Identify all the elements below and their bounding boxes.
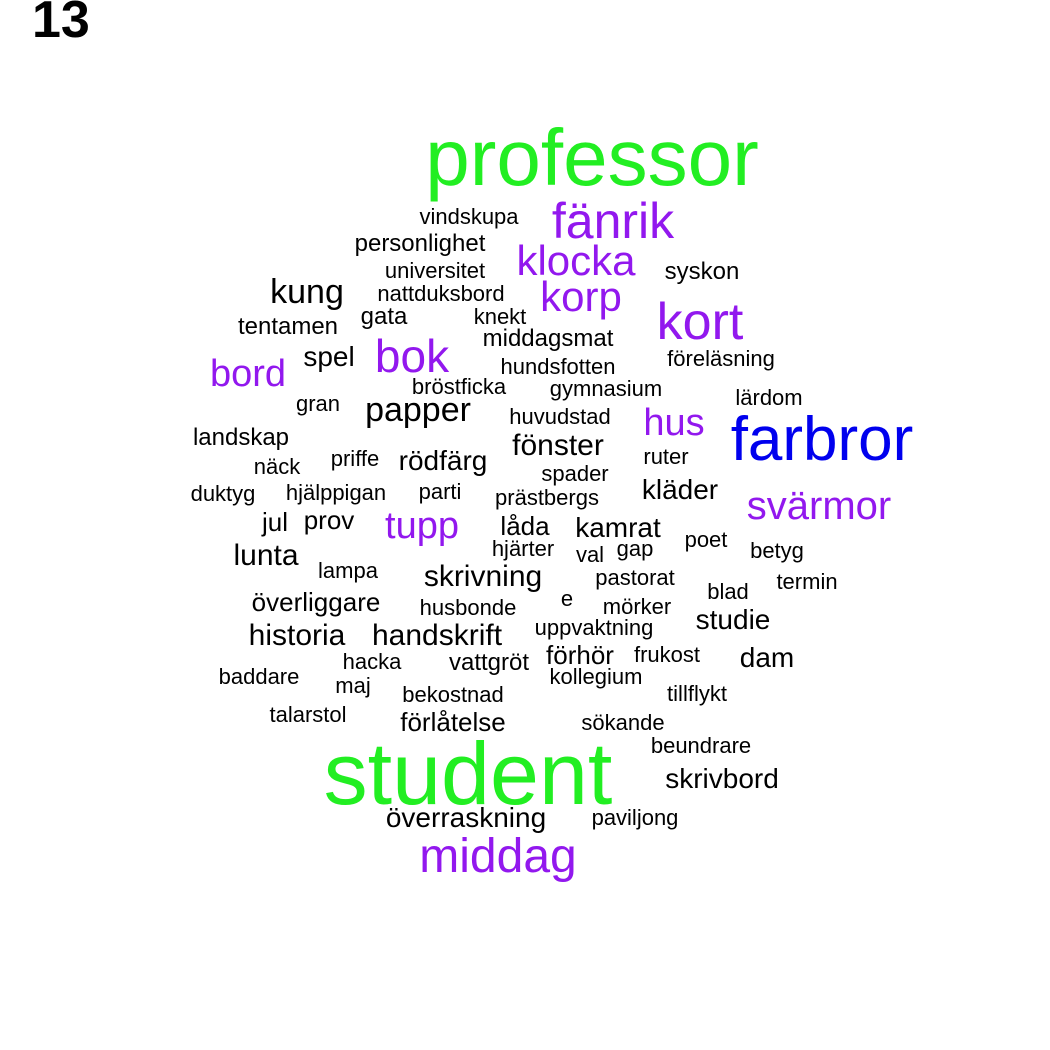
word-regular: hundsfotten	[500, 354, 616, 379]
word-purple: tupp	[385, 505, 459, 547]
word-regular: sökande	[581, 710, 665, 735]
word-regular: e	[560, 586, 574, 611]
word-regular: fönster	[512, 429, 604, 462]
word-regular: uppvaktning	[534, 615, 654, 640]
word-regular: historia	[248, 619, 346, 652]
word-regular: vindskupa	[419, 204, 519, 229]
word-purple: bord	[209, 353, 287, 395]
word-regular: paviljong	[591, 805, 679, 830]
word-regular: nattduksbord	[377, 281, 505, 306]
word-regular: hacka	[342, 649, 402, 674]
word-purple: svärmor	[746, 484, 892, 528]
word-regular: universitet	[384, 258, 486, 283]
word-regular: syskon	[664, 258, 740, 285]
word-regular: skrivbord	[665, 763, 779, 794]
word-purple: kort	[656, 293, 744, 351]
word-regular: förhör	[546, 640, 614, 670]
word-regular: gata	[360, 303, 408, 330]
word-regular: bekostnad	[402, 682, 504, 707]
word-regular: föreläsning	[667, 346, 775, 371]
word-regular: jul	[261, 507, 289, 537]
word-regular: hjälppigan	[285, 480, 387, 505]
word-regular: rödfärg	[398, 445, 488, 476]
panel-label: 13	[32, 0, 90, 49]
word-regular: frukost	[633, 642, 701, 667]
word-regular: pastorat	[595, 565, 675, 590]
word-regular: handskrift	[371, 619, 503, 652]
word-green: professor	[425, 113, 759, 202]
word-regular: lampa	[318, 558, 378, 583]
word-regular: vattgröt	[448, 649, 530, 676]
word-regular: baddare	[218, 664, 300, 689]
word-regular: tillflykt	[667, 681, 727, 706]
word-regular: ruter	[643, 444, 689, 469]
word-regular: personlighet	[354, 230, 486, 257]
word-regular: beundrare	[650, 733, 752, 758]
word-regular: val	[575, 542, 605, 567]
word-regular: lärdom	[735, 385, 803, 410]
word-regular: kläder	[641, 474, 719, 505]
word-regular: termin	[776, 569, 838, 594]
word-regular: priffe	[330, 446, 380, 471]
word-regular: prov	[303, 505, 355, 535]
word-regular: tentamen	[237, 313, 339, 340]
word-regular: duktyg	[190, 481, 256, 506]
word-regular: kamrat	[575, 512, 661, 543]
word-regular: poet	[684, 527, 728, 552]
word-regular: bröstficka	[411, 374, 507, 399]
word-regular: gymnasium	[549, 376, 663, 401]
word-regular: prästbergs	[495, 485, 599, 510]
word-regular: huvudstad	[509, 404, 611, 429]
word-regular: dam	[739, 642, 795, 673]
word-regular: låda	[500, 511, 550, 541]
word-purple: klocka	[516, 237, 636, 284]
word-regular: mörker	[602, 594, 672, 619]
word-purple: fänrik	[551, 193, 675, 249]
word-regular: blad	[707, 579, 749, 604]
word-purple: middag	[419, 830, 577, 883]
word-purple: bok	[374, 330, 450, 382]
word-regular: betyg	[750, 538, 804, 563]
word-regular: näck	[253, 454, 301, 479]
word-regular: spel	[303, 341, 355, 372]
word-regular: studie	[695, 604, 771, 635]
word-regular: landskap	[192, 424, 290, 451]
word-regular: skrivning	[423, 560, 543, 593]
word-regular: husbonde	[419, 595, 517, 620]
word-regular: förlåtelse	[400, 707, 506, 737]
word-purple: korp	[540, 273, 622, 320]
word-purple: hus	[643, 402, 705, 444]
word-regular: lunta	[233, 539, 299, 572]
word-blue: farbror	[730, 405, 914, 474]
word-regular: kollegium	[549, 664, 643, 689]
word-regular: hjärter	[491, 536, 555, 561]
word-green: student	[323, 724, 613, 823]
word-regular: överliggare	[251, 587, 381, 617]
word-regular: knekt	[473, 304, 527, 329]
word-regular: papper	[365, 391, 471, 429]
word-regular: kung	[270, 273, 344, 311]
word-regular: gap	[616, 536, 654, 561]
word-regular: gran	[295, 391, 341, 416]
word-regular: spader	[541, 461, 609, 486]
word-regular: middagsmat	[482, 325, 614, 352]
word-regular: maj	[335, 673, 371, 698]
word-regular: talarstol	[269, 702, 347, 727]
word-regular: överraskning	[385, 802, 547, 833]
word-regular: parti	[418, 479, 462, 504]
